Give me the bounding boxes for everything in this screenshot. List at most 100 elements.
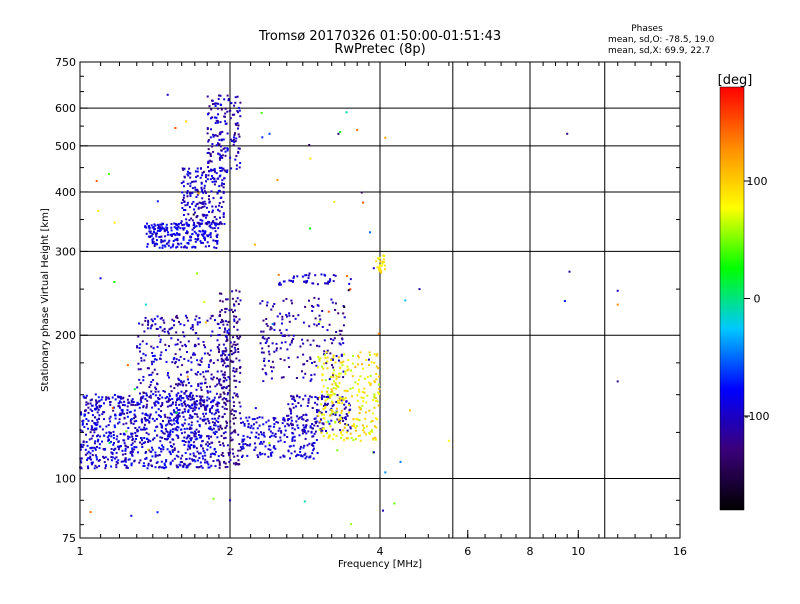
data-point xyxy=(142,391,145,394)
data-point xyxy=(97,434,99,437)
data-point xyxy=(340,355,343,357)
data-point xyxy=(253,243,256,246)
data-point xyxy=(317,304,320,307)
data-point xyxy=(196,459,199,462)
data-point xyxy=(193,432,196,435)
data-point xyxy=(195,388,198,391)
data-point xyxy=(193,403,196,406)
data-point xyxy=(133,417,135,420)
data-point xyxy=(194,430,196,433)
data-point xyxy=(159,341,162,344)
data-point xyxy=(171,233,174,236)
data-point xyxy=(229,451,232,454)
data-point xyxy=(181,396,183,399)
data-point xyxy=(340,436,343,439)
data-point xyxy=(342,397,345,400)
x-tick-label: 1 xyxy=(77,545,84,558)
data-point xyxy=(175,401,177,404)
data-point xyxy=(265,421,268,424)
data-point xyxy=(239,115,242,118)
data-point xyxy=(190,427,193,430)
data-point xyxy=(177,415,180,418)
data-point xyxy=(174,343,177,346)
data-point xyxy=(269,430,272,433)
data-point xyxy=(208,397,211,400)
data-point xyxy=(264,342,267,344)
data-point xyxy=(234,101,237,104)
data-point xyxy=(186,370,189,373)
data-point xyxy=(159,236,162,239)
data-point xyxy=(327,395,330,398)
data-point xyxy=(178,415,181,418)
data-point xyxy=(326,367,329,370)
data-point xyxy=(144,354,147,357)
data-point xyxy=(138,406,141,409)
data-point xyxy=(204,190,206,193)
data-point xyxy=(217,347,220,350)
data-point xyxy=(141,340,144,343)
data-point xyxy=(223,362,226,365)
data-point xyxy=(375,354,378,357)
data-point xyxy=(295,420,298,423)
data-point xyxy=(164,343,167,346)
data-point xyxy=(302,342,305,345)
data-point xyxy=(155,400,158,403)
data-point xyxy=(130,464,133,467)
data-point xyxy=(103,461,106,464)
data-point xyxy=(145,406,148,409)
data-point xyxy=(95,428,98,431)
data-point xyxy=(86,458,88,461)
data-point xyxy=(211,314,214,317)
data-point xyxy=(314,317,317,320)
data-point xyxy=(163,327,166,330)
data-point xyxy=(322,362,325,365)
data-point xyxy=(176,245,179,248)
data-point xyxy=(197,192,200,195)
data-point xyxy=(215,172,218,175)
data-point xyxy=(360,396,363,399)
data-point xyxy=(340,409,343,412)
data-point xyxy=(307,277,310,280)
data-point xyxy=(133,448,136,451)
data-point xyxy=(104,398,107,401)
data-point xyxy=(89,402,92,405)
data-point xyxy=(236,110,239,113)
data-point xyxy=(134,427,137,429)
data-point xyxy=(201,395,204,398)
data-point xyxy=(208,245,210,248)
data-point xyxy=(218,222,221,224)
data-point xyxy=(139,368,142,371)
data-point xyxy=(217,152,220,155)
data-point xyxy=(336,394,339,397)
data-point xyxy=(220,360,223,363)
data-point xyxy=(200,206,203,209)
data-point xyxy=(253,442,256,445)
data-point xyxy=(87,467,90,470)
data-point xyxy=(232,138,235,141)
x-tick-label: 8 xyxy=(527,545,534,558)
data-point xyxy=(343,426,346,429)
data-point xyxy=(211,205,214,208)
data-point xyxy=(198,225,201,228)
data-point xyxy=(200,405,202,408)
data-point xyxy=(352,354,354,357)
data-point xyxy=(195,196,198,198)
data-point xyxy=(166,437,169,440)
data-point xyxy=(208,195,210,198)
data-point xyxy=(194,180,197,183)
data-point xyxy=(191,325,194,328)
data-point xyxy=(126,405,129,408)
data-point xyxy=(98,465,101,468)
data-point xyxy=(159,227,162,230)
data-point xyxy=(221,452,224,454)
data-point xyxy=(225,356,228,359)
data-point xyxy=(160,241,163,244)
data-point xyxy=(323,339,326,342)
data-point xyxy=(327,436,330,439)
data-point xyxy=(95,399,97,402)
data-point xyxy=(164,438,167,441)
data-point xyxy=(193,405,196,408)
data-point xyxy=(235,137,238,140)
data-point xyxy=(159,338,162,341)
data-point xyxy=(347,368,350,371)
